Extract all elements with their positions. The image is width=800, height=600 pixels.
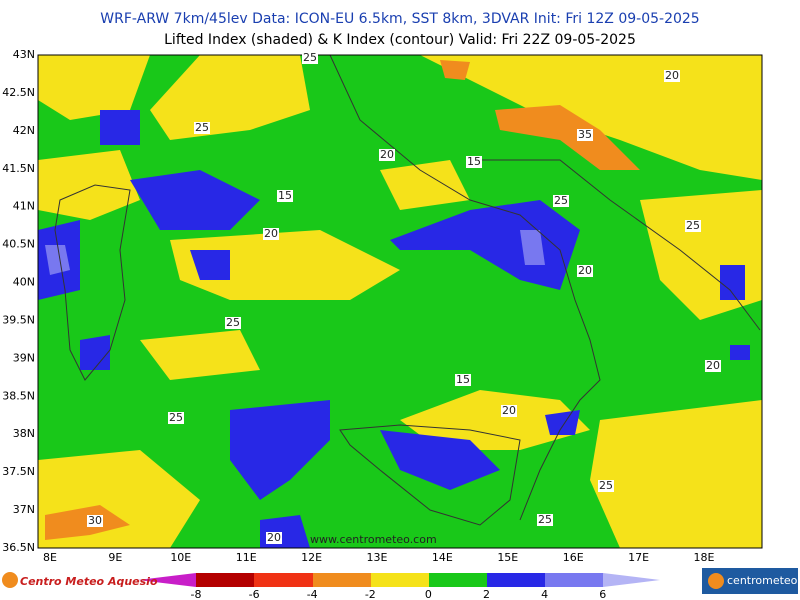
contour-label-bg bbox=[577, 129, 593, 141]
lat-label: 38.5N bbox=[2, 389, 35, 402]
lat-label: 41.5N bbox=[2, 162, 35, 175]
coastlines bbox=[54, 54, 761, 526]
contour-label-bg bbox=[302, 52, 318, 64]
colorbar-tick-label: 2 bbox=[483, 588, 490, 600]
header-line2: Lifted Index (shaded) & K Index (contour… bbox=[164, 32, 636, 48]
contour-label: 20 bbox=[264, 227, 278, 240]
contour-label-bg bbox=[87, 515, 103, 527]
contour-label: 35 bbox=[578, 128, 592, 141]
colorbar bbox=[138, 573, 660, 587]
lon-label: 11E bbox=[236, 551, 257, 564]
contour-label: 25 bbox=[538, 513, 552, 526]
contour-label: 25 bbox=[169, 411, 183, 424]
logo-left-text: Centro Meteo Aquesio bbox=[20, 575, 158, 588]
lon-label: 13E bbox=[367, 551, 388, 564]
lat-label: 43N bbox=[13, 48, 35, 61]
colorbar-tick-label: -2 bbox=[365, 588, 376, 600]
contour-label-bg bbox=[685, 220, 701, 232]
contour-label-bg bbox=[168, 412, 184, 424]
lon-label: 17E bbox=[628, 551, 649, 564]
lon-label: 14E bbox=[432, 551, 453, 564]
lon-label: 18E bbox=[694, 551, 715, 564]
contour-label-bg bbox=[553, 195, 569, 207]
lat-label: 40.5N bbox=[2, 238, 35, 251]
contour-label: 20 bbox=[706, 359, 720, 372]
colorbar-tick-label: -8 bbox=[191, 588, 202, 600]
watermark: www.centrometeo.com bbox=[310, 533, 437, 546]
contour-label: 20 bbox=[267, 531, 281, 544]
lon-label: 15E bbox=[497, 551, 518, 564]
contour-label-bg bbox=[277, 190, 293, 202]
very-unstable-areas bbox=[45, 230, 545, 275]
logo-right: centrometeo bbox=[702, 568, 798, 594]
logo-left: Centro Meteo Aquesio bbox=[2, 572, 158, 588]
unstable-areas bbox=[38, 110, 750, 548]
lat-label: 41N bbox=[13, 200, 35, 213]
contour-label-bg bbox=[266, 532, 282, 544]
lon-label: 10E bbox=[170, 551, 191, 564]
contour-label-bg bbox=[705, 360, 721, 372]
contour-label-bg bbox=[598, 480, 614, 492]
contour-label: 25 bbox=[686, 219, 700, 232]
lat-label: 42.5N bbox=[2, 86, 35, 99]
contour-label-bg bbox=[455, 374, 471, 386]
lon-label: 12E bbox=[301, 551, 322, 564]
colorbar-tick-label: 4 bbox=[541, 588, 548, 600]
colorbar-tick-label: 6 bbox=[599, 588, 606, 600]
contour-label: 15 bbox=[278, 189, 292, 202]
contour-label: 25 bbox=[599, 479, 613, 492]
contour-label: 20 bbox=[578, 264, 592, 277]
contour-label-bg bbox=[466, 156, 482, 168]
lat-label: 39.5N bbox=[2, 313, 35, 326]
stable-areas bbox=[38, 55, 762, 548]
contour-label: 30 bbox=[88, 514, 102, 527]
contour-label-bg bbox=[501, 405, 517, 417]
contour-label: 25 bbox=[303, 51, 317, 64]
lat-label: 37.5N bbox=[2, 465, 35, 478]
contour-label: 25 bbox=[554, 194, 568, 207]
header-line1: WRF-ARW 7km/45lev Data: ICON-EU 6.5km, S… bbox=[100, 11, 699, 27]
lat-label: 36.5N bbox=[2, 541, 35, 554]
contour-label: 20 bbox=[665, 69, 679, 82]
map: www.centrometeo.com bbox=[37, 54, 763, 549]
contour-label-bg bbox=[263, 228, 279, 240]
contour-label-bg bbox=[664, 70, 680, 82]
map-frame bbox=[37, 54, 763, 549]
contour-label: 15 bbox=[467, 155, 481, 168]
contour-label: 15 bbox=[456, 373, 470, 386]
contour-label-bg bbox=[194, 122, 210, 134]
lon-label: 9E bbox=[108, 551, 122, 564]
lat-label: 38N bbox=[13, 427, 35, 440]
contour-label: 20 bbox=[380, 148, 394, 161]
lat-label: 42N bbox=[13, 124, 35, 137]
contour-label-bg bbox=[225, 317, 241, 329]
lon-label: 8E bbox=[43, 551, 57, 564]
contour-label-bg bbox=[537, 514, 553, 526]
lat-label: 39N bbox=[13, 351, 35, 364]
moderate-areas bbox=[45, 60, 640, 540]
lat-label: 40N bbox=[13, 276, 35, 289]
contour-label: 25 bbox=[195, 121, 209, 134]
colorbar-tick-label: 0 bbox=[425, 588, 432, 600]
colorbar-tick-label: -6 bbox=[249, 588, 260, 600]
contour-label: 25 bbox=[226, 316, 240, 329]
lon-label: 16E bbox=[563, 551, 584, 564]
lat-label: 37N bbox=[13, 503, 35, 516]
contour-label-bg bbox=[577, 265, 593, 277]
logo-right-text: centrometeo bbox=[727, 574, 798, 587]
colorbar-tick-label: -4 bbox=[307, 588, 318, 600]
contour-label: 20 bbox=[502, 404, 516, 417]
contour-label-bg bbox=[379, 149, 395, 161]
